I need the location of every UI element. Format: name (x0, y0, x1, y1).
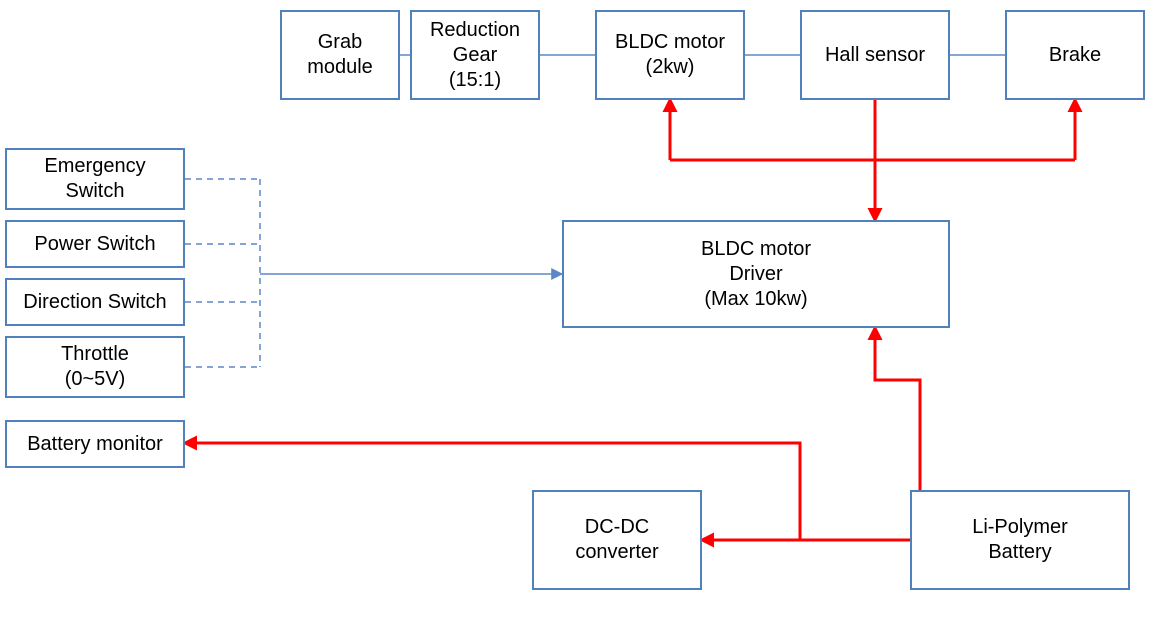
node-direction: Direction Switch (5, 278, 185, 326)
dashed-edges (185, 179, 260, 367)
diagram-stage: Grab moduleReduction Gear (15:1) BLDC mot… (0, 0, 1159, 624)
node-throttle: Throttle (0~5V) (5, 336, 185, 398)
node-hall: Hall sensor (800, 10, 950, 100)
node-motor: BLDC motor (2kw) (595, 10, 745, 100)
node-dcdc: DC-DC converter (532, 490, 702, 590)
node-battery: Li-Polymer Battery (910, 490, 1130, 590)
node-grab: Grab module (280, 10, 400, 100)
node-power: Power Switch (5, 220, 185, 268)
node-driver: BLDC motor Driver (Max 10kw) (562, 220, 950, 328)
node-emergency: Emergency Switch (5, 148, 185, 210)
node-brake: Brake (1005, 10, 1145, 100)
node-battmon: Battery monitor (5, 420, 185, 468)
node-gear: Reduction Gear (15:1) (410, 10, 540, 100)
